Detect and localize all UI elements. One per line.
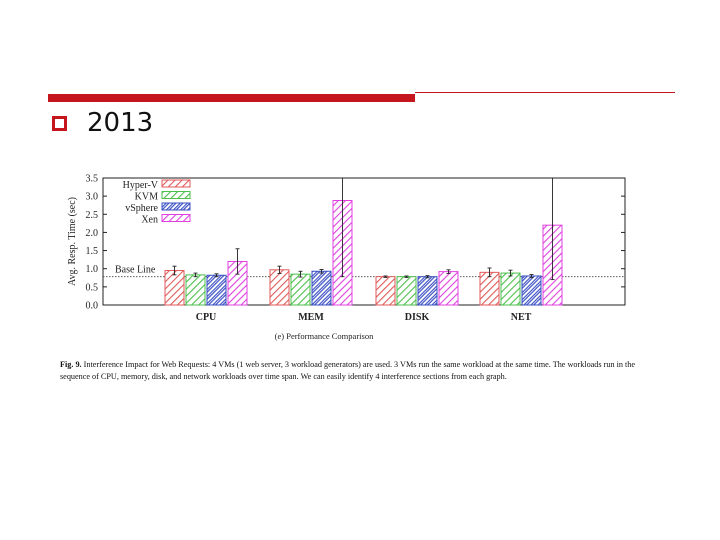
y-tick-label: 1.0 [86, 264, 99, 275]
bar-kvm-net [500, 272, 521, 306]
plot-frame [102, 177, 626, 306]
x-tick-label-net: NET [511, 312, 532, 323]
legend-label-xen: Xen [141, 215, 158, 226]
x-tick-label-mem: MEM [298, 312, 324, 323]
legend-swatch [161, 202, 191, 211]
y-axis-label: Avg. Resp. Time (sec) [67, 197, 78, 286]
caption-label: Fig. 9. [60, 360, 82, 369]
y-tick-label: 3.0 [86, 192, 99, 203]
bar-hyperv-mem [269, 269, 290, 306]
y-tick-label: 2.5 [86, 210, 99, 221]
title-accent-bar [48, 94, 415, 102]
bullet-year-text: 2013 [87, 108, 154, 138]
bar-kvm-mem [290, 273, 311, 306]
bar-xen-disk [438, 271, 459, 306]
x-tick-label-cpu: CPU [196, 312, 217, 323]
bar-vsphere-disk [417, 276, 438, 306]
legend-swatch [161, 214, 191, 222]
bar-vsphere-cpu [206, 274, 227, 306]
y-tick-label: 0.0 [86, 301, 99, 312]
caption-text: Interference Impact for Web Requests: 4 … [60, 360, 636, 381]
bar-kvm-disk [396, 276, 417, 306]
bar-kvm-cpu [185, 274, 206, 306]
y-tick-label: 3.5 [86, 174, 99, 185]
bar-vsphere-net [521, 275, 542, 306]
bar-hyperv-disk [375, 276, 396, 306]
title-accent-line [415, 92, 675, 93]
baseline-label: Base Line [115, 265, 156, 276]
y-tick-label: 0.5 [86, 282, 99, 293]
performance-comparison-chart: 0.0 0.5 1.0 1.5 2.0 2.5 3.0 3.5 Avg. Resp. Time … [67, 174, 626, 341]
y-tick-label: 1.5 [86, 246, 99, 257]
legend-swatch [161, 191, 191, 199]
bullet-item: 2013 [52, 108, 153, 138]
bar-vsphere-mem [311, 270, 332, 306]
x-tick-label-disk: DISK [405, 312, 430, 323]
legend-label-kvm: KVM [135, 192, 158, 203]
figure-caption: Fig. 9. Interference Impact for Web Requ… [60, 359, 660, 383]
square-bullet-icon [52, 115, 67, 131]
chart-title: (e) Performance Comparison [275, 331, 374, 341]
bar-hyperv-cpu [164, 270, 185, 306]
legend-swatch [161, 179, 191, 188]
legend-label-vsphere: vSphere [125, 203, 158, 214]
legend-label-hyperv: Hyper-V [123, 180, 159, 191]
bar-hyperv-net [479, 271, 500, 306]
y-tick-label: 2.0 [86, 228, 99, 239]
